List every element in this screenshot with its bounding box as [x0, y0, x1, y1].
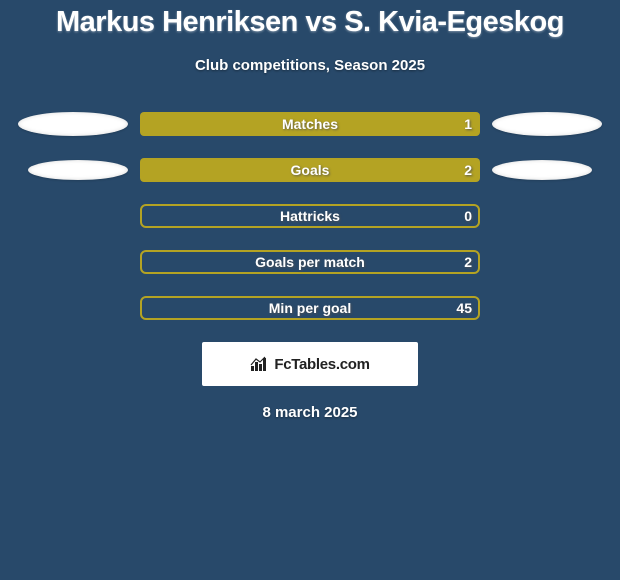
stat-value: 45	[456, 300, 472, 316]
stat-value: 0	[464, 208, 472, 224]
stat-label: Goals per match	[255, 254, 365, 270]
stat-row: Min per goal 45	[0, 296, 620, 320]
subtitle: Club competitions, Season 2025	[0, 57, 620, 74]
stat-row: Matches 1	[0, 112, 620, 136]
stat-label: Matches	[282, 116, 338, 132]
stat-row: Goals 2	[0, 158, 620, 182]
comparison-card: Markus Henriksen vs S. Kvia-Egeskog Club…	[0, 0, 620, 580]
date-text: 8 march 2025	[0, 404, 620, 421]
stat-bar: Goals per match 2	[140, 250, 480, 274]
stat-value: 2	[464, 254, 472, 270]
stat-row: Goals per match 2	[0, 250, 620, 274]
stat-bar: Hattricks 0	[140, 204, 480, 228]
left-player-marker	[18, 112, 128, 136]
left-player-marker	[28, 160, 128, 180]
branding-text: FcTables.com	[274, 356, 369, 373]
page-title: Markus Henriksen vs S. Kvia-Egeskog	[0, 6, 620, 39]
right-player-marker	[492, 160, 592, 180]
stat-label: Min per goal	[269, 300, 351, 316]
bar-chart-icon	[250, 356, 270, 372]
stat-value: 1	[464, 116, 472, 132]
stat-value: 2	[464, 162, 472, 178]
stat-bar: Matches 1	[140, 112, 480, 136]
right-player-marker	[492, 112, 602, 136]
stat-label: Goals	[291, 162, 330, 178]
stat-label: Hattricks	[280, 208, 340, 224]
stat-row: Hattricks 0	[0, 204, 620, 228]
stats-container: Matches 1 Goals 2 Hattricks 0 Goals per match 2…	[0, 112, 620, 320]
stat-bar: Goals 2	[140, 158, 480, 182]
branding-box: FcTables.com	[202, 342, 418, 386]
stat-bar: Min per goal 45	[140, 296, 480, 320]
